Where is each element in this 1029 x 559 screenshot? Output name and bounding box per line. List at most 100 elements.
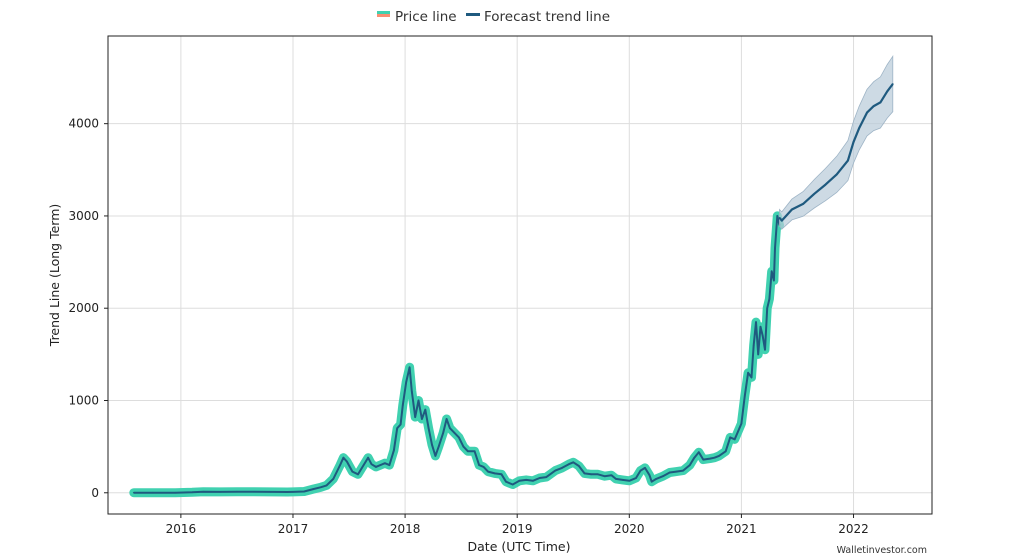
price-point-53	[487, 470, 489, 473]
forecast-point-3	[802, 203, 804, 205]
price-point-27	[388, 464, 391, 466]
price-point-45	[449, 427, 451, 429]
y-tick-label: 2000	[68, 301, 99, 315]
price-point-44	[445, 418, 448, 420]
price-point-9	[286, 491, 289, 493]
price-point-91	[713, 456, 716, 459]
price-point-99	[750, 376, 753, 379]
price-point-39	[427, 427, 430, 429]
price-point-54	[493, 472, 496, 475]
price-point-55	[500, 473, 503, 476]
price-point-90	[709, 457, 711, 460]
plot-area	[129, 54, 894, 498]
price-point-34	[411, 390, 413, 393]
price-point-35	[414, 416, 416, 418]
price-point-43	[442, 431, 445, 434]
price-point-7	[252, 490, 255, 493]
price-point-37	[421, 418, 423, 420]
y-tick-label: 4000	[68, 117, 99, 131]
price-point-3	[191, 491, 193, 494]
price-point-61	[538, 477, 541, 479]
price-point-18	[345, 460, 348, 463]
price-point-62	[545, 476, 548, 478]
price-point-56	[505, 480, 507, 483]
price-point-89	[702, 458, 705, 461]
price-point-2	[174, 491, 177, 494]
price-point-103	[759, 325, 762, 328]
legend-swatch-price-top	[377, 11, 390, 14]
price-point-96	[740, 422, 743, 425]
price-point-79	[648, 474, 651, 477]
price-point-4	[202, 490, 205, 493]
price-point-85	[682, 469, 684, 472]
x-tick-label: 2016	[166, 522, 197, 536]
forecast-point-1	[780, 219, 783, 222]
plot-frame	[107, 35, 933, 515]
price-point-13	[320, 486, 322, 489]
price-point-16	[339, 464, 341, 466]
price-point-107	[768, 298, 771, 300]
x-tick-label: 2021	[726, 522, 757, 536]
price-point-30	[399, 423, 402, 426]
price-point-69	[590, 473, 592, 476]
price-point-75	[628, 479, 631, 482]
price-point-78	[644, 467, 646, 469]
price-point-93	[724, 450, 727, 453]
price-point-87	[693, 456, 696, 459]
price-point-84	[675, 470, 678, 473]
y-axis-title: Trend Line (Long Term)	[47, 204, 62, 347]
price-point-17	[342, 456, 345, 459]
price-point-41	[434, 455, 437, 457]
forecast-point-12	[879, 101, 882, 104]
legend-swatch-forecast	[466, 13, 480, 16]
price-point-63	[554, 469, 557, 472]
price-point-88	[698, 451, 700, 453]
forecast-point-2	[791, 208, 793, 211]
price-point-28	[393, 449, 395, 452]
price-point-8	[269, 491, 272, 493]
price-point-72	[610, 474, 613, 477]
axis-ticks: 2016 2017 2018 2019 2020 2021 2022 0 1000 2000 300…	[68, 117, 868, 536]
gridlines	[108, 36, 932, 514]
price-point-11	[303, 490, 305, 493]
price-point-60	[532, 479, 534, 482]
price-point-48	[462, 445, 465, 448]
price-point-105	[764, 348, 766, 351]
legend-label-forecast: Forecast trend line	[484, 9, 610, 25]
forecast-point-14	[891, 83, 894, 85]
price-point-111	[776, 215, 779, 217]
legend-swatch-price-bottom	[377, 14, 390, 17]
price-point-24	[375, 466, 377, 468]
price-point-12	[312, 488, 314, 490]
forecast-point-7	[847, 159, 849, 162]
price-point-104	[761, 335, 764, 337]
price-point-83	[668, 471, 671, 474]
price-point-31	[402, 404, 404, 406]
price-point-25	[379, 464, 382, 466]
price-point-33	[408, 366, 411, 369]
price-point-51	[478, 464, 480, 466]
price-point-94	[729, 436, 732, 439]
x-tick-label: 2022	[838, 522, 869, 536]
price-point-26	[384, 462, 386, 465]
forecast-point-5	[824, 183, 827, 186]
x-tick-label: 2018	[390, 522, 421, 536]
price-point-47	[458, 436, 460, 439]
price-point-71	[603, 475, 606, 477]
forecast-confidence-band	[779, 54, 894, 230]
y-tick-label: 3000	[68, 209, 99, 223]
price-point-6	[236, 490, 238, 493]
price-point-40	[431, 443, 433, 446]
price-point-32	[405, 381, 408, 383]
price-point-50	[473, 450, 476, 453]
price-point-10	[292, 491, 294, 493]
x-axis-title: Date (UTC Time)	[468, 539, 571, 554]
price-point-108	[770, 270, 773, 273]
forecast-point-8	[852, 141, 855, 143]
forecast-point-10	[866, 111, 868, 114]
price-point-65	[567, 463, 570, 465]
price-point-1	[152, 491, 154, 494]
price-point-110	[774, 247, 776, 250]
price-point-42	[437, 445, 440, 448]
